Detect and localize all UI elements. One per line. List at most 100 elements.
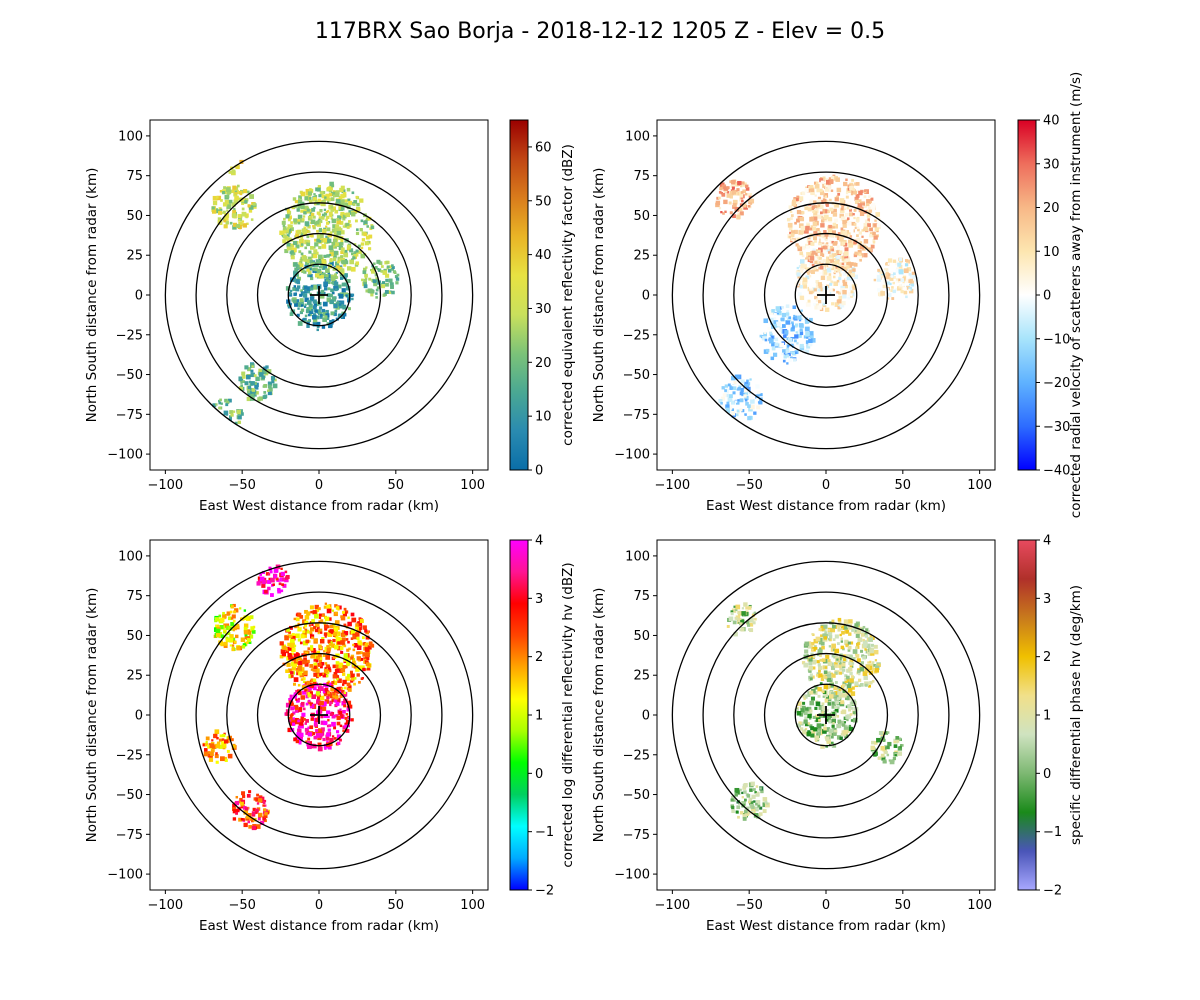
echo-bin [230,605,234,609]
echo-bin [348,220,351,223]
echo-bin [867,206,872,211]
colorbar [509,539,529,891]
echo-bin [228,199,233,204]
echo-bin [355,231,360,236]
echo-bin [266,369,272,374]
echo-bin [832,222,837,227]
echo-bin [801,721,805,725]
echo-bin [864,219,869,224]
echo-bin [337,266,343,272]
echo-bin [356,645,362,650]
echo-bin [326,254,330,258]
echo-bin [347,223,352,228]
echo-bin [205,736,210,741]
echo-bin [364,668,367,671]
echo-bin [842,289,847,295]
echo-bin [222,733,226,738]
y-tick-label: −100 [107,448,143,463]
echo-bin [290,253,294,257]
echo-bin [358,680,361,684]
echo-bin [309,273,313,278]
echo-bin [289,229,292,232]
echo-bin [862,671,868,676]
echo-bin [239,797,243,802]
echo-bin [880,291,885,296]
echo-bin [343,282,348,287]
echo-bin [733,631,738,637]
echo-bin [215,403,218,406]
echo-bin [748,797,753,802]
echo-bin [893,744,898,748]
echo-bin [873,223,877,227]
echo-bin [805,331,810,337]
echo-bin [345,222,350,228]
echo-bin [375,277,379,281]
echo-bin [886,731,890,734]
echo-bin [266,580,271,584]
echo-bin [788,205,793,210]
echo-bin [785,349,790,353]
y-tick-label: 50 [633,209,650,224]
range-ring [794,263,858,327]
echo-bin [232,806,237,811]
echo-bin [332,257,337,261]
echo-bin [814,295,818,300]
echo-bin [304,246,308,250]
radar-echoes [726,602,904,821]
echo-bin [203,751,209,757]
echo-bin [316,187,321,192]
echo-bin [279,654,284,659]
echo-bin [837,262,842,266]
echo-bin [843,721,847,724]
echo-bin [783,334,787,338]
echo-bin [355,261,360,266]
echo-bin [352,643,355,647]
echo-bin [807,207,812,212]
x-tick-label: −50 [228,898,255,913]
echo-bin [287,210,292,215]
echo-bin [331,291,335,295]
echo-bin [212,403,217,408]
echo-bin [319,315,323,319]
echo-bin [860,683,864,687]
echo-bin [787,337,793,343]
echo-bin [837,267,840,271]
echo-bin [852,262,857,266]
echo-bin [826,709,829,712]
echo-bin [792,358,797,362]
echo-bin [338,710,343,715]
echo-bin [307,689,312,694]
range-ring [733,622,919,808]
echo-bin [846,207,849,210]
echo-bin [359,619,364,624]
echo-bin [743,782,748,788]
echo-bin [827,716,831,720]
echo-bin [343,252,349,258]
echo-bin [218,744,223,749]
y-tick-label: −25 [623,328,650,343]
echo-bin [236,646,241,651]
echo-bin [332,296,336,301]
echo-bin [286,208,290,211]
echo-bin [297,683,301,687]
echo-bin [833,281,838,287]
y-axis-label: North South distance from radar (km) [591,588,607,843]
echo-bin [382,270,388,275]
echo-bin [822,303,826,306]
echo-bin [309,199,313,204]
echo-bin [853,208,857,212]
echo-bin [823,670,828,675]
echo-bin [808,203,812,207]
echo-bin [361,278,364,282]
echo-bin [850,675,854,679]
echo-bin [815,701,821,707]
echo-bin [845,192,849,195]
echo-bin [854,646,858,649]
echo-bin [846,675,850,680]
echo-bin [304,628,308,632]
echo-bin [342,610,345,614]
echo-bin [300,205,305,210]
range-ring [195,591,443,839]
echo-bin [267,381,273,386]
echo-bin [762,335,767,341]
